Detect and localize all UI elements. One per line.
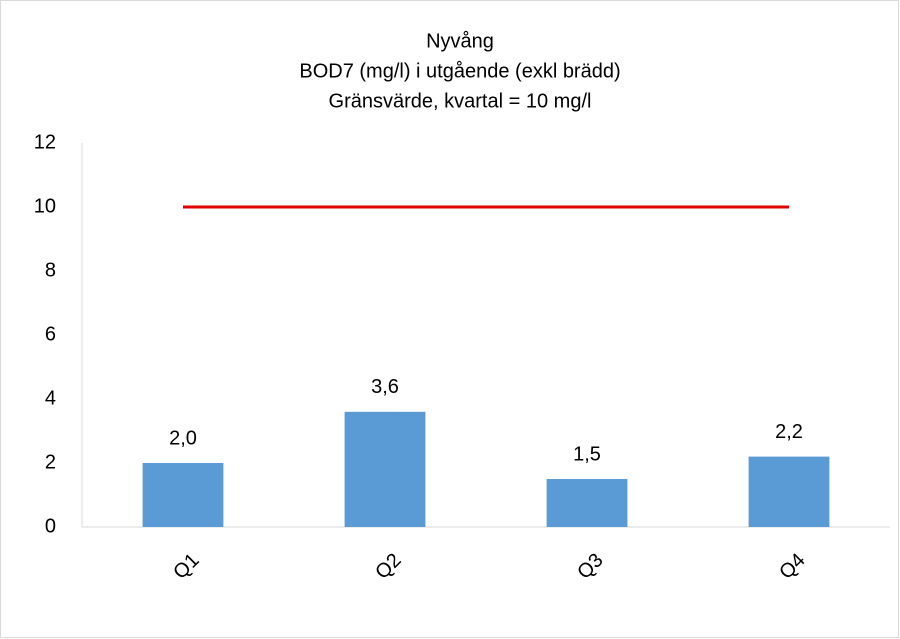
data-label: 2,2 xyxy=(775,421,803,443)
data-label: 2,0 xyxy=(169,427,197,449)
bar xyxy=(748,456,830,527)
chart-title: Nyvång xyxy=(426,30,494,52)
y-tick-label: 4 xyxy=(45,387,56,409)
chart-subtitle: BOD7 (mg/l) i utgående (exkl brädd) xyxy=(299,60,620,82)
bar xyxy=(344,411,426,527)
bar xyxy=(546,479,628,527)
y-tick-label: 2 xyxy=(45,451,56,473)
y-tick-label: 8 xyxy=(45,259,56,281)
chart-subtitle: Gränsvärde, kvartal = 10 mg/l xyxy=(329,90,592,112)
y-tick-label: 6 xyxy=(45,323,56,345)
bar xyxy=(142,463,224,527)
y-tick-label: 12 xyxy=(34,131,56,153)
data-label: 1,5 xyxy=(573,443,601,465)
y-tick-label: 0 xyxy=(45,515,56,537)
data-label: 3,6 xyxy=(371,376,399,398)
y-tick-label: 10 xyxy=(34,195,56,217)
